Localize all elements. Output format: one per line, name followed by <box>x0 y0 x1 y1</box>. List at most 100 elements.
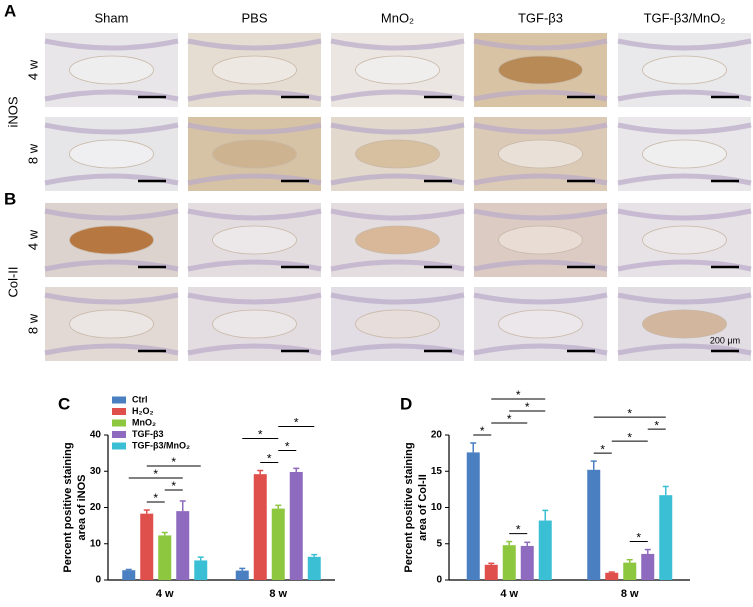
disc-core <box>355 309 440 339</box>
micrograph <box>473 117 608 191</box>
micrograph <box>473 287 608 361</box>
micrograph <box>187 33 322 107</box>
significance-label: * <box>627 406 632 420</box>
x-tick-label: 4 w <box>156 588 174 600</box>
tissue-band <box>44 292 179 305</box>
significance-label: * <box>600 442 605 456</box>
micrograph <box>187 117 322 191</box>
bar <box>158 535 172 580</box>
y-tick-label: 20 <box>431 430 443 441</box>
tissue-band <box>187 292 322 305</box>
disc-core <box>212 55 297 85</box>
disc-core <box>212 225 297 255</box>
disc-core <box>212 139 297 169</box>
bar <box>659 495 673 580</box>
disc-core <box>355 55 440 85</box>
micrograph <box>617 287 752 361</box>
disc-core <box>498 225 583 255</box>
x-tick-label: 8 w <box>269 588 287 600</box>
micrograph <box>44 33 179 107</box>
row-label: 8 w <box>25 313 40 334</box>
significance-label: * <box>636 531 641 545</box>
y-tick-label: 10 <box>90 538 102 549</box>
tissue-band <box>617 122 752 135</box>
y-tick-label: 30 <box>90 466 102 477</box>
legend-label: Ctrl <box>132 394 148 404</box>
tissue-band <box>617 292 752 305</box>
micrograph <box>44 203 179 277</box>
bar <box>538 520 552 580</box>
bar <box>623 562 637 580</box>
bar <box>466 452 480 580</box>
disc-core <box>69 225 154 255</box>
legend-label: TGF-β3 <box>132 429 164 439</box>
scale-bar-label: 200 μm <box>710 335 740 345</box>
micrograph <box>330 33 465 107</box>
significance-label: * <box>258 428 263 442</box>
tissue-band <box>44 122 179 135</box>
tissue-band <box>330 122 465 135</box>
disc-core <box>642 225 727 255</box>
significance-label: * <box>627 430 632 444</box>
bar <box>502 545 516 580</box>
tissue-band <box>330 292 465 305</box>
tissue-band <box>44 38 179 51</box>
legend-label: TGF-β3/MnO₂ <box>132 440 190 450</box>
significance-label: * <box>480 424 485 438</box>
disc-core <box>642 55 727 85</box>
y-tick-label: 15 <box>431 466 443 477</box>
bar <box>605 572 619 580</box>
significance-label: * <box>516 388 521 402</box>
legend-swatch <box>112 396 126 404</box>
column-label: TGF-β3/MnO₂ <box>644 10 726 25</box>
column-label: Sham <box>95 10 129 25</box>
micrograph <box>187 287 322 361</box>
row-label: 4 w <box>25 59 40 80</box>
significance-label: * <box>171 479 176 493</box>
bar <box>122 570 136 580</box>
tissue-band <box>187 38 322 51</box>
legend-label: H₂O₂ <box>132 406 154 416</box>
y-axis-label: Percent positive staining <box>403 442 415 572</box>
disc-core <box>212 309 297 339</box>
disc-core <box>498 309 583 339</box>
micrograph <box>617 33 752 107</box>
row-group-label: iNOS <box>5 96 20 127</box>
tissue-band <box>44 208 179 221</box>
tissue-band <box>617 38 752 51</box>
tissue-band <box>617 208 752 221</box>
bar <box>140 513 154 580</box>
panel-label: A <box>4 1 16 20</box>
tissue-band <box>187 122 322 135</box>
bar <box>194 560 208 580</box>
significance-label: * <box>525 400 530 414</box>
micrograph <box>330 203 465 277</box>
significance-label: * <box>153 491 158 505</box>
tissue-band <box>473 38 608 51</box>
bar <box>520 545 534 580</box>
y-tick-label: 10 <box>431 502 443 513</box>
panel-label: B <box>4 189 16 208</box>
tissue-band <box>187 208 322 221</box>
y-tick-label: 20 <box>90 502 102 513</box>
tissue-band <box>330 38 465 51</box>
significance-label: * <box>294 416 299 430</box>
legend-swatch <box>112 431 126 438</box>
legend-label: MnO₂ <box>132 417 156 427</box>
tissue-band <box>330 208 465 221</box>
bar <box>587 469 601 580</box>
micrograph <box>330 117 465 191</box>
significance-label: * <box>171 455 176 469</box>
bar <box>176 511 190 580</box>
disc-core <box>642 139 727 169</box>
disc-core <box>355 225 440 255</box>
column-label: TGF-β3 <box>518 10 563 25</box>
y-tick-label: 0 <box>95 575 101 586</box>
column-label: MnO₂ <box>381 10 414 25</box>
micrograph <box>617 117 752 191</box>
disc-core <box>69 139 154 169</box>
row-label: 8 w <box>25 143 40 164</box>
disc-core <box>69 55 154 85</box>
bar <box>253 474 267 580</box>
